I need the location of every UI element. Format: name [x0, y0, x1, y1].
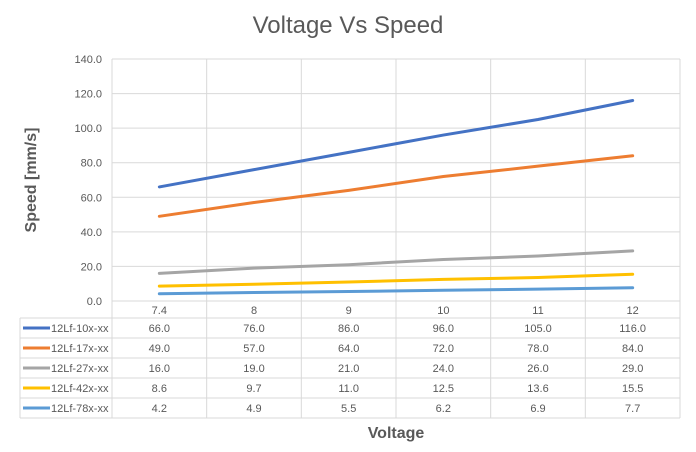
- data-label: 86.0: [338, 323, 359, 335]
- data-label: 4.2: [152, 403, 167, 415]
- data-label: 15.5: [622, 383, 643, 395]
- x-tick-label: 11: [532, 305, 543, 317]
- y-tick-label: 80.0: [81, 158, 102, 170]
- data-label: 24.0: [433, 363, 454, 375]
- data-label: 21.0: [338, 363, 359, 375]
- data-label: 49.0: [149, 343, 170, 355]
- data-label: 29.0: [622, 363, 643, 375]
- data-label: 7.7: [625, 403, 640, 415]
- data-label: 11.0: [338, 383, 359, 395]
- data-label: 26.0: [527, 363, 548, 375]
- data-label: 16.0: [149, 363, 170, 375]
- data-label: 6.9: [530, 403, 545, 415]
- data-label: 78.0: [527, 343, 548, 355]
- x-tick-label: 10: [437, 305, 449, 317]
- data-label: 6.2: [436, 403, 451, 415]
- data-label: 96.0: [433, 323, 454, 335]
- chart-title: Voltage Vs Speed: [253, 12, 444, 39]
- data-label: 8.6: [152, 383, 167, 395]
- y-tick-label: 140.0: [74, 54, 102, 66]
- y-tick-label: 0.0: [87, 296, 102, 308]
- data-label: 5.5: [341, 403, 356, 415]
- data-label: 9.7: [246, 383, 261, 395]
- y-tick-label: 40.0: [81, 227, 102, 239]
- legend-label: 12Lf-17x-xx: [51, 343, 109, 355]
- y-tick-label: 60.0: [81, 192, 102, 204]
- series-line-12Lf-78x-xx: [157, 286, 635, 296]
- x-tick-label: 7.4: [152, 305, 167, 317]
- data-label: 57.0: [243, 343, 264, 355]
- x-axis-label: Voltage: [368, 425, 425, 442]
- x-tick-label: 9: [346, 305, 352, 317]
- data-label: 19.0: [243, 363, 264, 375]
- legend-label: 12Lf-10x-xx: [51, 323, 109, 335]
- data-label: 76.0: [243, 323, 264, 335]
- data-label: 4.9: [246, 403, 261, 415]
- data-label: 13.6: [527, 383, 548, 395]
- y-tick-label: 120.0: [74, 89, 102, 101]
- legend-label: 12Lf-27x-xx: [51, 363, 109, 375]
- data-label: 84.0: [622, 343, 643, 355]
- x-tick-label: 12: [627, 305, 639, 317]
- data-label: 64.0: [338, 343, 359, 355]
- y-tick-label: 20.0: [81, 261, 102, 273]
- y-axis-label: Speed [mm/s]: [23, 128, 40, 233]
- data-label: 66.0: [149, 323, 170, 335]
- y-tick-label: 100.0: [74, 123, 102, 135]
- series-line-12Lf-10x-xx: [157, 98, 635, 189]
- legend-label: 12Lf-42x-xx: [51, 383, 109, 395]
- data-label: 72.0: [433, 343, 454, 355]
- x-tick-label: 8: [251, 305, 257, 317]
- data-label: 12.5: [433, 383, 454, 395]
- legend-label: 12Lf-78x-xx: [51, 403, 109, 415]
- data-label: 116.0: [619, 323, 646, 335]
- series-line-12Lf-17x-xx: [157, 154, 635, 218]
- series-line-12Lf-27x-xx: [157, 249, 635, 275]
- data-label: 105.0: [524, 323, 552, 335]
- series-line-12Lf-42x-xx: [157, 272, 635, 288]
